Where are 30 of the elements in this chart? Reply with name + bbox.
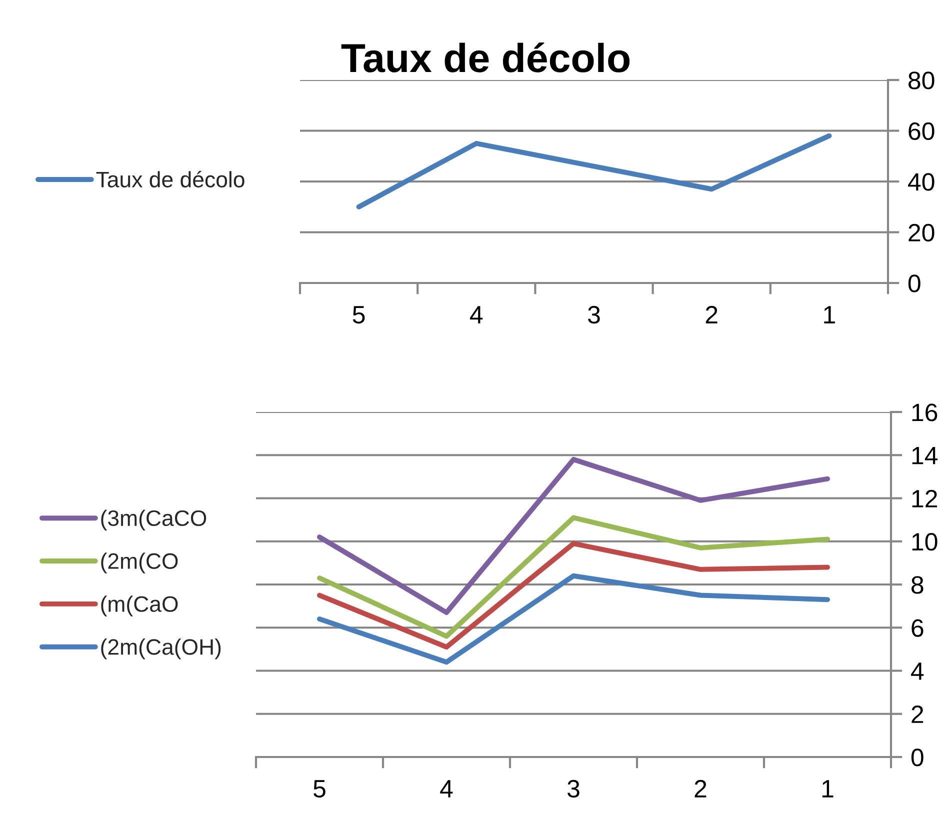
x-tick-label: 3 — [588, 306, 600, 324]
legend-label: (2m(CO — [101, 552, 178, 574]
legend-label: (3m(CaCO — [101, 510, 206, 530]
x-tick-label: 5 — [314, 780, 326, 798]
y-tick-label: 4 — [911, 662, 924, 680]
legend-label: Taux de décolo — [96, 170, 244, 188]
y-tick-label: 60 — [908, 122, 934, 140]
legend-label: (m(CaO — [101, 596, 178, 616]
y-tick-label: 2 — [912, 705, 924, 723]
legend-label: (2m(Ca(OH) — [101, 638, 221, 660]
x-tick-label: 1 — [824, 306, 835, 324]
y-tick-label: 8 — [912, 576, 924, 594]
x-tick-label: 1 — [822, 780, 834, 798]
x-tick-label: 4 — [440, 780, 453, 798]
x-tick-label: 2 — [694, 780, 706, 798]
y-tick-label: 20 — [908, 224, 934, 242]
y-tick-label: 16 — [912, 404, 938, 422]
y-tick-label: 10 — [912, 532, 938, 551]
x-tick-label: 5 — [352, 306, 365, 324]
y-tick-label: 6 — [912, 619, 924, 637]
x-tick-label: 4 — [470, 306, 483, 324]
y-tick-label: 14 — [912, 446, 938, 464]
x-tick-label: 2 — [706, 306, 718, 324]
y-tick-label: 40 — [908, 173, 934, 191]
y-tick-label: 0 — [911, 748, 924, 766]
chart-title: Taux de décolo — [341, 42, 630, 72]
y-tick-label: 0 — [908, 274, 920, 292]
y-tick-label: 80 — [908, 72, 934, 90]
x-tick-label: 3 — [568, 780, 580, 798]
y-tick-label: 12 — [912, 490, 937, 508]
